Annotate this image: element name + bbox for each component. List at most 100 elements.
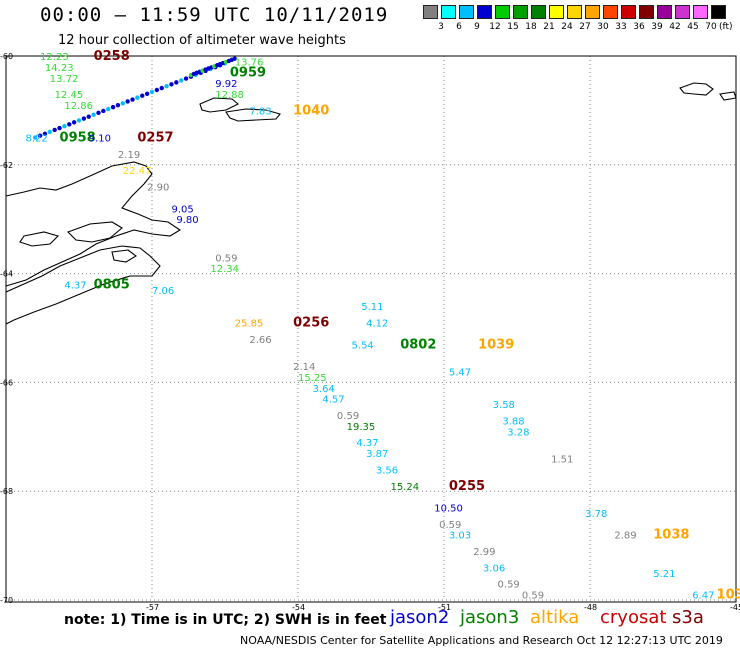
wave-height-label: 12.34 xyxy=(210,264,239,275)
y-tick-label: -62 xyxy=(0,161,13,170)
track-point xyxy=(47,129,52,135)
track-point xyxy=(149,89,155,95)
scale-label: 70 xyxy=(705,22,717,32)
pass-time-label: 0958 xyxy=(60,131,96,146)
pass-time-label: 0258 xyxy=(94,49,130,64)
wave-height-label: 3.58 xyxy=(493,400,515,411)
wave-height-label: 14.23 xyxy=(45,63,74,74)
track-point xyxy=(179,78,184,83)
wave-height-label: 2.90 xyxy=(147,183,169,194)
scale-units: (ft) xyxy=(719,22,733,32)
james-ross-island-coast xyxy=(67,221,123,243)
small-island-coast xyxy=(719,91,737,101)
scale-swatch xyxy=(567,5,582,19)
track-point xyxy=(62,123,67,129)
wave-height-label: 5.54 xyxy=(352,340,374,351)
pass-time-label: 0257 xyxy=(137,131,173,146)
scale-label: 36 xyxy=(633,22,645,32)
king-george-island-coast xyxy=(199,97,239,113)
pass-time-label: 103 xyxy=(717,588,740,603)
wave-height-label: 12.86 xyxy=(64,101,93,112)
wave-height-label: 5.47 xyxy=(449,368,471,379)
wave-height-label: 6.47 xyxy=(692,591,714,602)
scale-swatch xyxy=(513,5,528,19)
pass-time-label: 0256 xyxy=(293,316,329,331)
wave-height-label: 0.59 xyxy=(337,411,359,422)
wave-height-label: 3.78 xyxy=(585,509,607,520)
track-point xyxy=(101,108,106,114)
track-point xyxy=(115,103,121,108)
scale-swatch xyxy=(495,5,510,19)
wave-height-label: 9.80 xyxy=(176,215,198,226)
wave-height-label: 3.88 xyxy=(502,416,524,427)
track-point xyxy=(81,116,87,121)
wave-height-label: 9.10 xyxy=(89,134,111,145)
y-tick-label: -64 xyxy=(0,270,13,279)
scale-label: 42 xyxy=(669,22,681,32)
y-tick-label: -60 xyxy=(0,52,13,61)
wave-height-label: 9.05 xyxy=(171,204,193,215)
wave-height-label: 2.66 xyxy=(249,335,271,346)
wave-height-label: 19.35 xyxy=(347,422,376,433)
track-point xyxy=(135,95,140,100)
jason2-track xyxy=(33,56,237,140)
scale-label: 15 xyxy=(507,22,519,32)
legend-jason3: jason3 xyxy=(460,607,520,628)
scale-swatch xyxy=(441,5,456,19)
track-point xyxy=(96,110,101,116)
track-point xyxy=(232,56,237,61)
wave-height-label: 3.87 xyxy=(366,449,388,460)
y-tick-label: -68 xyxy=(0,487,13,496)
snow-hill-island-coast xyxy=(111,249,137,263)
wave-height-label: 25.85 xyxy=(235,319,264,330)
wave-height-label: 12.88 xyxy=(215,90,244,101)
scale-swatch xyxy=(693,5,708,19)
wave-height-label: 13.72 xyxy=(50,74,79,85)
track-point xyxy=(130,97,135,102)
track-point xyxy=(125,99,130,104)
livingston-island-coast xyxy=(225,108,281,122)
pass-time-label: 0255 xyxy=(449,479,485,494)
scale-swatch xyxy=(639,5,654,19)
track-point xyxy=(91,112,96,117)
x-tick-label: -54 xyxy=(292,603,305,612)
map-frame xyxy=(5,55,737,603)
pass-time-label: 0805 xyxy=(94,277,130,292)
track-point xyxy=(159,85,164,91)
x-tick-label: -57 xyxy=(146,603,159,612)
x-tick-label: -51 xyxy=(438,603,451,612)
track-point xyxy=(154,87,160,93)
track-point xyxy=(110,104,116,110)
wave-height-label: 8.22 xyxy=(25,134,47,145)
track-point xyxy=(71,120,77,125)
wave-height-label: 0.59 xyxy=(439,520,461,531)
scale-swatch xyxy=(549,5,564,19)
track-point xyxy=(37,133,43,138)
wave-height-label: 9.92 xyxy=(215,79,237,90)
scale-label: 45 xyxy=(687,22,699,32)
y-tick-label: -66 xyxy=(0,378,13,387)
wave-height-label: 7.83 xyxy=(249,106,271,117)
vega-island-coast xyxy=(19,231,60,247)
scale-swatch xyxy=(585,5,600,19)
wave-height-label: 12.23 xyxy=(40,52,69,63)
pass-time-label: 0802 xyxy=(400,337,436,352)
scale-label: 39 xyxy=(651,22,663,32)
wave-height-label: 22.47 xyxy=(123,166,152,177)
coastlines xyxy=(5,82,737,325)
axis-labels: -57 -54 -51 -48 -45 -60 -62 -64 -66 -68 -70 xyxy=(0,52,740,612)
wave-height-label: 3.64 xyxy=(313,384,335,395)
wave-height-label: 4.37 xyxy=(64,280,86,291)
page-title: 00:00 – 11:59 UTC 10/11/2019 xyxy=(40,4,389,26)
wave-height-label: 13.76 xyxy=(235,57,264,68)
track-point xyxy=(169,82,174,87)
wave-height-label: 15.24 xyxy=(390,482,419,493)
scale-label: 9 xyxy=(474,22,480,32)
scale-swatch xyxy=(477,5,492,19)
wave-height-label: 5.11 xyxy=(361,302,383,313)
scale-label: 27 xyxy=(579,22,591,32)
pass-time-label: 0959 xyxy=(230,65,266,80)
track-point xyxy=(144,91,150,97)
